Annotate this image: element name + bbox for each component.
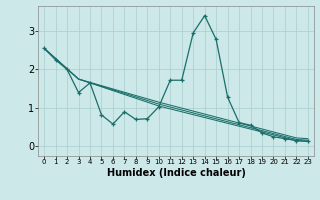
X-axis label: Humidex (Indice chaleur): Humidex (Indice chaleur) xyxy=(107,168,245,178)
